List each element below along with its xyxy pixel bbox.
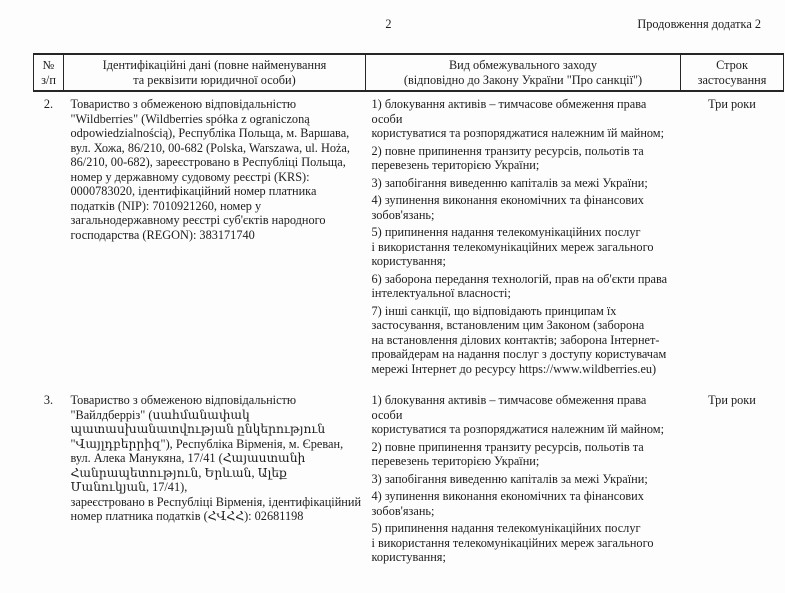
col-header-identification: Ідентифікаційні дані (повне найменування… [63,53,366,92]
table-header: № з/п Ідентифікаційні дані (повне наймен… [33,53,784,92]
measure-item: 4) зупинення виконання економічних та фі… [371,193,644,222]
measure-item: 4) зупинення виконання економічних та фі… [371,489,644,518]
measure-item: 1) блокування активів – тимчасове обмеже… [371,393,665,436]
measure-item: 6) заборона передання технологій, прав н… [371,271,668,301]
term-cell: Три роки [708,97,756,111]
table-row: 3. Товариство з обмеженою відповідальніс… [34,388,784,569]
measure-item: 3) запобігання виведенню капіталів за ме… [371,175,648,190]
measure-item: 1) блокування активів – тимчасове обмеже… [371,97,665,140]
page-number: 2 [385,17,392,31]
measure-item: 5) припинення надання телекомунікаційних… [371,521,654,564]
row-number: 3. [43,393,54,407]
page-header: 2 Продовження додатка 2 [0,17,785,33]
col-header-number: № з/п [33,53,64,92]
sanctions-table: № з/п Ідентифікаційні дані (повне наймен… [33,53,784,569]
row-number: 2. [43,97,54,111]
header-row: № з/п Ідентифікаційні дані (повне наймен… [33,53,784,92]
measure-item: 2) повне припинення транзиту ресурсів, п… [371,439,644,469]
measure-item: 5) припинення надання телекомунікаційних… [371,225,654,268]
col-header-measure: Вид обмежувального заходу (відповідно до… [365,53,681,92]
identification-cell: Товариство з обмеженою відповідальністю … [70,97,350,242]
annex-continuation: Продовження додатка 2 [637,17,761,31]
measure-item: 2) повне припинення транзиту ресурсів, п… [371,143,644,173]
measure-item: 7) інші санкції, що відповідають принцип… [371,303,667,376]
measures-cell: 1) блокування активів – тимчасове обмеже… [366,91,681,388]
term-cell: Три роки [708,393,756,407]
measure-item: 3) запобігання виведенню капіталів за ме… [371,471,648,486]
col-header-term: Строк застосування [680,53,784,92]
measures-cell: 1) блокування активів – тимчасове обмеже… [366,388,681,569]
table-row: 2. Товариство з обмеженою відповідальніс… [34,91,784,388]
identification-cell: Товариство з обмеженою відповідальністю … [70,393,362,523]
